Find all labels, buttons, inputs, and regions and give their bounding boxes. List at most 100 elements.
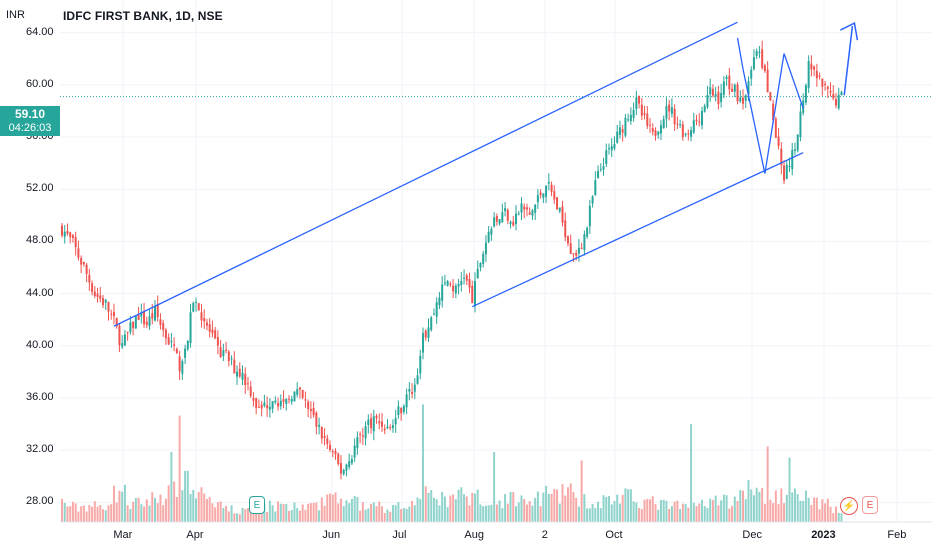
candle-body bbox=[156, 304, 159, 318]
volume-bar bbox=[482, 506, 485, 522]
candle-body bbox=[763, 65, 766, 71]
volume-bar bbox=[143, 506, 146, 522]
candle-body bbox=[824, 83, 827, 85]
volume-bar bbox=[747, 480, 750, 522]
volume-bar bbox=[651, 496, 654, 522]
candle-body bbox=[348, 461, 351, 468]
volume-bar bbox=[758, 491, 761, 522]
candle-body bbox=[558, 207, 561, 212]
candle-body bbox=[498, 219, 501, 224]
candle-body bbox=[512, 221, 515, 226]
volume-bar bbox=[304, 509, 307, 522]
volume-bar bbox=[443, 496, 446, 522]
candle-body bbox=[761, 49, 764, 68]
candle-body bbox=[413, 384, 416, 392]
volume-bar bbox=[594, 508, 597, 522]
volume-bar bbox=[777, 504, 780, 522]
candle-body bbox=[331, 451, 334, 453]
candle-body bbox=[427, 327, 430, 338]
candle-body bbox=[536, 195, 539, 203]
candle-body bbox=[799, 111, 802, 138]
candle-body bbox=[162, 323, 165, 331]
volume-bar bbox=[624, 488, 627, 522]
candle-body bbox=[649, 124, 652, 126]
volume-bar bbox=[608, 495, 610, 522]
volume-bar bbox=[397, 502, 400, 522]
candle-body bbox=[96, 293, 99, 297]
candle-body bbox=[241, 372, 244, 380]
candle-body bbox=[367, 419, 370, 425]
volume-bar bbox=[796, 494, 799, 522]
candle-body bbox=[82, 262, 85, 265]
dividend-icon[interactable]: ⚡ bbox=[840, 497, 858, 515]
candle-body bbox=[134, 316, 137, 329]
volume-bar bbox=[268, 500, 271, 522]
volume-bar bbox=[353, 495, 356, 522]
volume-bar bbox=[649, 499, 652, 522]
candle-body bbox=[115, 317, 118, 327]
candle-body bbox=[476, 268, 479, 279]
volume-bar bbox=[536, 491, 539, 522]
candle-body bbox=[495, 215, 498, 222]
candle-body bbox=[143, 310, 146, 325]
volume-bar bbox=[208, 497, 211, 522]
earnings-badge-right[interactable]: E bbox=[862, 496, 878, 514]
candle-body bbox=[785, 164, 788, 179]
candle-body bbox=[443, 282, 446, 284]
candle-body bbox=[222, 350, 225, 357]
volume-bar bbox=[422, 404, 425, 522]
volume-bar bbox=[263, 504, 266, 522]
volume-bar bbox=[512, 492, 515, 522]
candle-body bbox=[419, 355, 422, 374]
candle-body bbox=[804, 85, 807, 103]
volume-bar bbox=[643, 499, 646, 522]
candle-body bbox=[129, 322, 132, 333]
candle-body bbox=[774, 118, 777, 138]
symbol-title[interactable]: IDFC FIRST BANK, 1D, NSE bbox=[63, 9, 223, 23]
volume-bar bbox=[405, 508, 408, 522]
candle-body bbox=[613, 144, 616, 149]
volume-bar bbox=[241, 507, 244, 522]
volume-bar bbox=[389, 511, 392, 522]
trendlines[interactable] bbox=[113, 21, 859, 327]
volume-bar bbox=[112, 485, 115, 522]
candle-body bbox=[832, 94, 835, 99]
volume-bar bbox=[118, 490, 121, 522]
candle-body bbox=[121, 343, 124, 347]
volume-bar bbox=[129, 508, 132, 522]
candle-body bbox=[793, 149, 796, 151]
candle-body bbox=[285, 398, 288, 404]
candle-body bbox=[380, 421, 383, 427]
candle-body bbox=[687, 133, 690, 135]
candle-body bbox=[791, 149, 794, 170]
candle-body bbox=[279, 400, 282, 407]
volume-bar bbox=[296, 508, 299, 522]
last-price-value: 59.10 bbox=[14, 107, 46, 121]
candle-body bbox=[742, 97, 745, 104]
volume-bar bbox=[331, 494, 334, 522]
volume-bar bbox=[755, 487, 758, 522]
volume-bar bbox=[167, 485, 170, 522]
volume-bar bbox=[69, 506, 72, 522]
earnings-badge-left[interactable]: E bbox=[249, 496, 265, 514]
volume-bar bbox=[400, 509, 403, 522]
candle-body bbox=[829, 91, 832, 93]
candle-body bbox=[635, 97, 638, 110]
volume-bar bbox=[774, 490, 777, 522]
candle-body bbox=[112, 311, 115, 317]
volume-bar bbox=[61, 498, 63, 522]
volume-bar bbox=[793, 488, 796, 522]
volume-bar bbox=[230, 505, 233, 522]
volume-bar bbox=[785, 494, 788, 522]
volume-bar bbox=[312, 503, 315, 522]
volume-bar bbox=[271, 505, 274, 522]
candle-body bbox=[107, 302, 110, 312]
volume-bar bbox=[706, 507, 709, 522]
candle-body bbox=[145, 321, 148, 326]
candle-body bbox=[556, 197, 559, 210]
candle-body bbox=[714, 94, 717, 97]
volume-bar bbox=[277, 501, 280, 522]
candle-body bbox=[597, 171, 600, 178]
volume-bar bbox=[126, 505, 129, 522]
